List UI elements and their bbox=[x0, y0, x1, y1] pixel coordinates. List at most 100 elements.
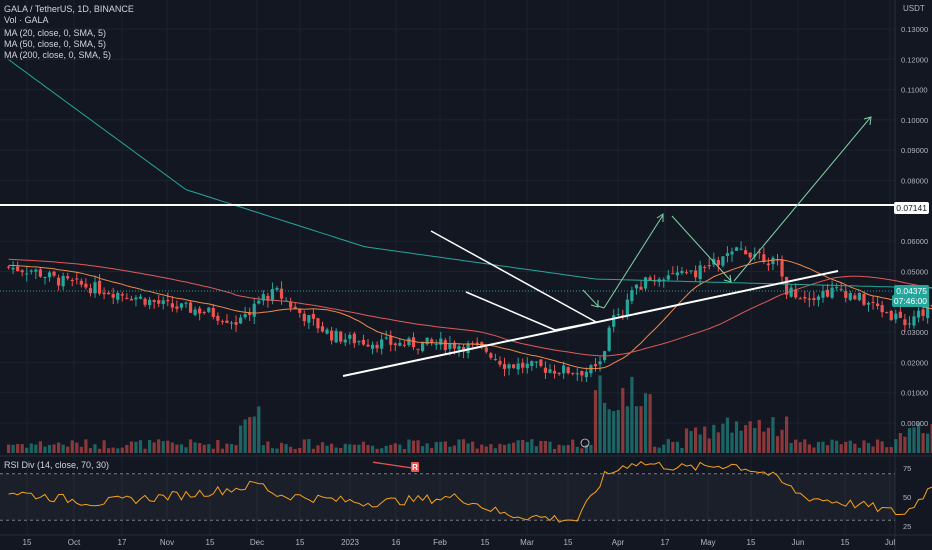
volume-bar bbox=[293, 448, 297, 453]
time-tick-label: Jun bbox=[792, 538, 805, 547]
candle-body bbox=[148, 299, 152, 306]
volume-bar bbox=[512, 442, 516, 453]
volume-bar bbox=[803, 439, 807, 453]
candle-body bbox=[871, 302, 875, 304]
volume-bar bbox=[516, 440, 520, 453]
candle-body bbox=[539, 359, 543, 366]
ma200-legend[interactable]: MA (200, close, 0, SMA, 5) bbox=[4, 50, 112, 60]
price-tick-label: 0.01000 bbox=[901, 389, 928, 398]
candle-body bbox=[589, 365, 593, 374]
candle-body bbox=[807, 298, 811, 300]
volume-bar bbox=[844, 441, 848, 453]
candle-body bbox=[343, 339, 347, 343]
candle-body bbox=[493, 359, 497, 361]
time-tick-label: 15 bbox=[564, 538, 573, 547]
volume-bar bbox=[102, 440, 106, 453]
volume-bar bbox=[926, 433, 930, 453]
candle-body bbox=[129, 298, 133, 301]
volume-bar bbox=[721, 423, 725, 453]
candle-body bbox=[311, 313, 315, 319]
ma200-line bbox=[8, 59, 932, 289]
projection-arrow-3 bbox=[671, 215, 732, 282]
volume-bar bbox=[411, 440, 416, 453]
candle-body bbox=[662, 279, 666, 281]
volume-bar bbox=[612, 411, 616, 453]
volume-bar bbox=[757, 419, 761, 453]
candle-body bbox=[794, 289, 798, 298]
candle-body bbox=[543, 367, 548, 373]
volume-bar bbox=[61, 444, 65, 453]
candle-body bbox=[34, 269, 38, 272]
volume-bar bbox=[430, 448, 434, 453]
time-tick-label: 16 bbox=[392, 538, 401, 547]
candle-body bbox=[184, 302, 188, 304]
volume-bar bbox=[593, 390, 598, 453]
candle-body bbox=[607, 327, 611, 351]
volume-bar bbox=[698, 434, 702, 453]
ma20-legend[interactable]: MA (20, close, 0, SMA, 5) bbox=[4, 28, 107, 38]
volume-bar bbox=[129, 441, 133, 453]
price-axis: USDT 0.13000 0.12000 0.11000 0.10000 0.09000 0… bbox=[901, 4, 928, 428]
volume-bar bbox=[311, 448, 315, 453]
volume-bar bbox=[111, 447, 115, 453]
candle-body bbox=[789, 287, 793, 297]
candle-body bbox=[780, 259, 784, 277]
candle-body bbox=[734, 247, 739, 251]
volume-bar bbox=[575, 446, 579, 453]
volume-bar bbox=[143, 448, 147, 453]
volume-bar bbox=[148, 439, 152, 453]
candle-body bbox=[907, 323, 912, 325]
volume-bar bbox=[216, 439, 220, 453]
candle-body bbox=[120, 294, 124, 296]
volume-bar bbox=[662, 444, 666, 453]
candle-body bbox=[703, 267, 707, 269]
candle-body bbox=[548, 369, 552, 373]
candle-body bbox=[803, 297, 807, 299]
candle-body bbox=[643, 277, 648, 289]
volume-bar bbox=[616, 410, 620, 453]
candle-body bbox=[530, 361, 534, 366]
volume-bar bbox=[389, 444, 393, 453]
volume-bar bbox=[266, 441, 270, 453]
time-tick-label: Mar bbox=[520, 538, 534, 547]
arrowhead bbox=[723, 274, 732, 283]
candle-body bbox=[785, 276, 789, 295]
symbol-legend[interactable]: GALA / TetherUS, 1D, BINANCE bbox=[4, 4, 134, 14]
current-price-tag: 0.04375 bbox=[894, 285, 929, 297]
candle-body bbox=[361, 339, 366, 345]
volume-bar bbox=[275, 448, 279, 453]
volume-bar bbox=[648, 394, 652, 453]
candle-body bbox=[266, 295, 270, 301]
rsi-tick-label: 25 bbox=[903, 522, 911, 531]
volume-bar bbox=[198, 443, 202, 453]
candle-body bbox=[425, 337, 429, 345]
candle-body bbox=[630, 290, 634, 302]
candle-body bbox=[25, 273, 29, 275]
candle-body bbox=[744, 250, 748, 255]
ma50-legend[interactable]: MA (50, close, 0, SMA, 5) bbox=[4, 39, 107, 49]
candle-body bbox=[411, 337, 416, 348]
candle-body bbox=[798, 298, 802, 300]
volume-bar bbox=[279, 442, 284, 453]
candle-body bbox=[571, 372, 575, 374]
candle-body bbox=[179, 303, 184, 308]
time-tick-label: 17 bbox=[118, 538, 127, 547]
volume-bar bbox=[475, 448, 479, 453]
rsi-legend[interactable]: RSI Div (14, close, 70, 30) bbox=[4, 460, 110, 470]
candle-body bbox=[489, 353, 493, 358]
price-tick-label: 0.12000 bbox=[901, 55, 928, 64]
candle-body bbox=[84, 283, 88, 288]
candle-body bbox=[552, 370, 557, 374]
candle-body bbox=[380, 339, 384, 349]
volume-bar bbox=[193, 442, 197, 453]
volume-bar bbox=[548, 441, 552, 453]
volume-bar bbox=[6, 444, 11, 453]
volume-bar bbox=[443, 441, 447, 453]
volume-legend[interactable]: Vol · GALA bbox=[4, 15, 49, 25]
candle-body bbox=[725, 253, 730, 256]
candle-body bbox=[225, 320, 229, 323]
volume-bar bbox=[284, 444, 288, 453]
volume-bar bbox=[66, 446, 70, 453]
candle-body bbox=[835, 287, 839, 289]
